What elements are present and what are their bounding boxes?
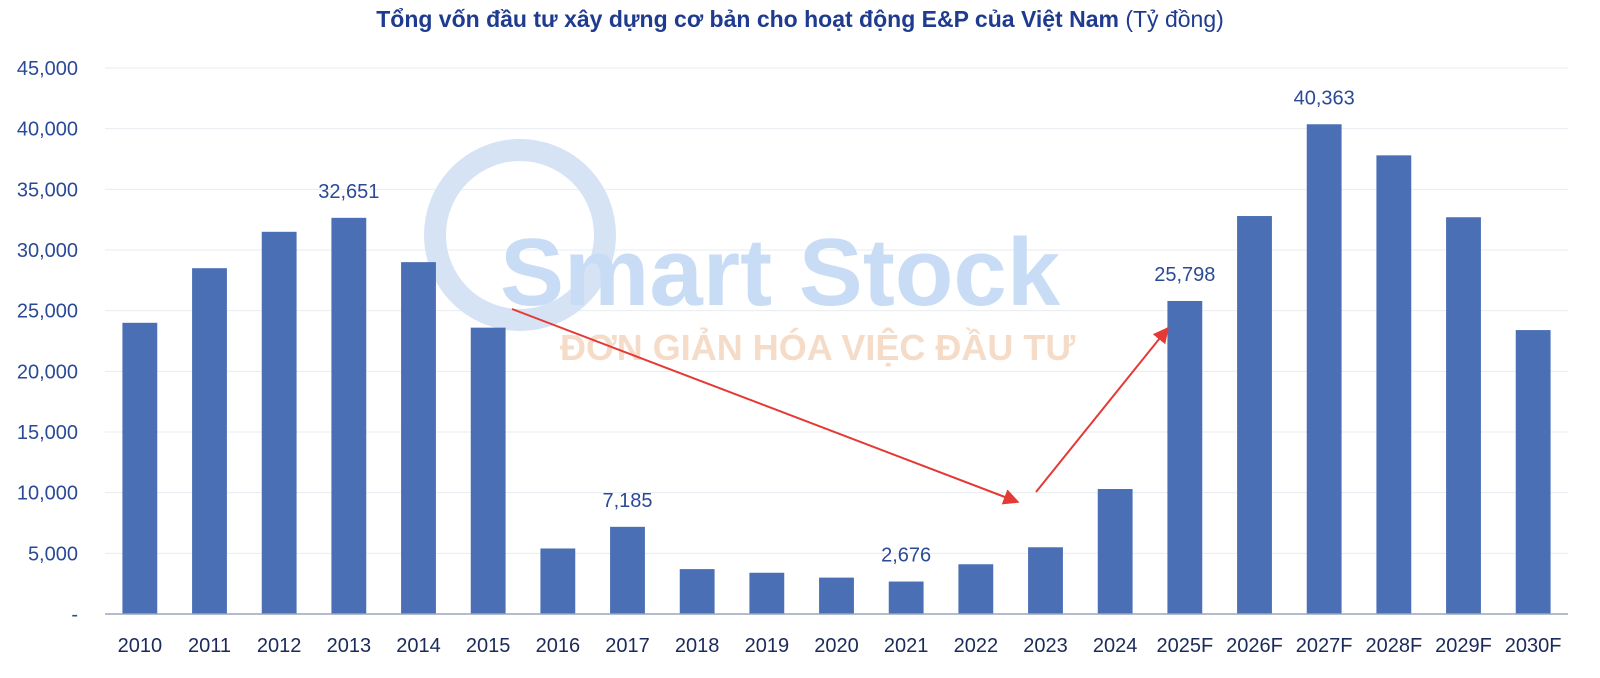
- x-tick-label: 2029F: [1435, 635, 1492, 657]
- bar: [1237, 216, 1272, 614]
- y-tick-label: 25,000: [17, 301, 78, 323]
- watermark-brand: Smart Stock: [500, 219, 1061, 326]
- y-tick-label: 40,000: [17, 119, 78, 141]
- x-tick-label: 2015: [466, 635, 511, 657]
- chart-title-unit: (Tỷ đồng): [1125, 6, 1224, 32]
- x-tick-label: 2018: [675, 635, 720, 657]
- bar: [1167, 300, 1203, 614]
- y-axis-ticks: - 5,000 10,000 15,000 20,000 25,000 30,000 35,0…: [17, 58, 78, 626]
- bar: [1306, 124, 1342, 614]
- bar: [261, 231, 297, 615]
- y-tick-label: -: [71, 604, 78, 626]
- x-tick-label: 2023: [1023, 635, 1068, 657]
- down-trend-arrow: [511, 308, 1020, 505]
- x-axis-ticks: 2010 2011 2012 2013 2014 2015 2016 2017 2018 2019…: [118, 635, 1562, 657]
- x-tick-label: 2025F: [1156, 635, 1213, 657]
- y-tick-label: 45,000: [17, 58, 78, 80]
- watermark-bulb-icon: [424, 139, 616, 331]
- bar: [1376, 155, 1412, 615]
- y-tick-label: 15,000: [17, 422, 78, 444]
- chart-title-main: Tổng vốn đầu tư xây dựng cơ bản cho hoạt…: [376, 6, 1119, 32]
- x-tick-label: 2020: [814, 635, 859, 657]
- bar: [470, 327, 506, 614]
- up-trend-arrow: [1035, 326, 1170, 493]
- bar: [679, 569, 715, 614]
- y-tick-label: 10,000: [17, 483, 78, 505]
- data-label: 32,651: [318, 181, 379, 203]
- trend-arrows: [511, 308, 1170, 505]
- bar: [1028, 547, 1063, 614]
- data-label: 2,676: [881, 545, 931, 567]
- data-label: 25,798: [1154, 264, 1215, 286]
- bar: [819, 577, 854, 614]
- x-tick-label: 2030F: [1505, 635, 1562, 657]
- y-tick-label: 20,000: [17, 361, 78, 383]
- bar: [1097, 489, 1133, 614]
- x-tick-label: 2027F: [1296, 635, 1353, 657]
- x-tick-label: 2016: [536, 635, 581, 657]
- data-labels: 32,651 7,185 2,676 25,798 40,363: [318, 87, 1355, 566]
- x-tick-label: 2024: [1093, 635, 1138, 657]
- bar: [192, 268, 227, 614]
- bar: [401, 262, 436, 614]
- bar: [958, 564, 994, 614]
- data-label: 7,185: [602, 490, 652, 512]
- x-tick-label: 2010: [118, 635, 163, 657]
- data-label: 40,363: [1294, 87, 1355, 109]
- bars: [122, 124, 1551, 615]
- x-tick-label: 2026F: [1226, 635, 1283, 657]
- x-tick-label: 2017: [605, 635, 650, 657]
- x-tick-label: 2022: [954, 635, 999, 657]
- bar: [540, 548, 576, 614]
- chart-title: Tổng vốn đầu tư xây dựng cơ bản cho hoạt…: [0, 6, 1600, 33]
- bar: [749, 572, 785, 614]
- watermark: Smart Stock ĐƠN GIẢN HÓA VIỆC ĐẦU TƯ: [424, 139, 1075, 368]
- bar: [1515, 330, 1551, 614]
- x-tick-label: 2019: [745, 635, 790, 657]
- x-tick-label: 2014: [396, 635, 441, 657]
- y-tick-label: 35,000: [17, 179, 78, 201]
- y-tick-label: 5,000: [28, 543, 78, 565]
- x-tick-label: 2011: [188, 635, 231, 657]
- watermark-tagline: ĐƠN GIẢN HÓA VIỆC ĐẦU TƯ: [560, 326, 1075, 368]
- x-tick-label: 2021: [884, 635, 929, 657]
- x-tick-label: 2012: [257, 635, 302, 657]
- bar: [331, 217, 367, 614]
- bar: [122, 322, 158, 614]
- bar: [610, 526, 645, 614]
- bar: [888, 581, 924, 614]
- y-tick-label: 30,000: [17, 240, 78, 262]
- bar: [1446, 217, 1481, 615]
- x-tick-label: 2013: [327, 635, 372, 657]
- x-tick-label: 2028F: [1365, 635, 1422, 657]
